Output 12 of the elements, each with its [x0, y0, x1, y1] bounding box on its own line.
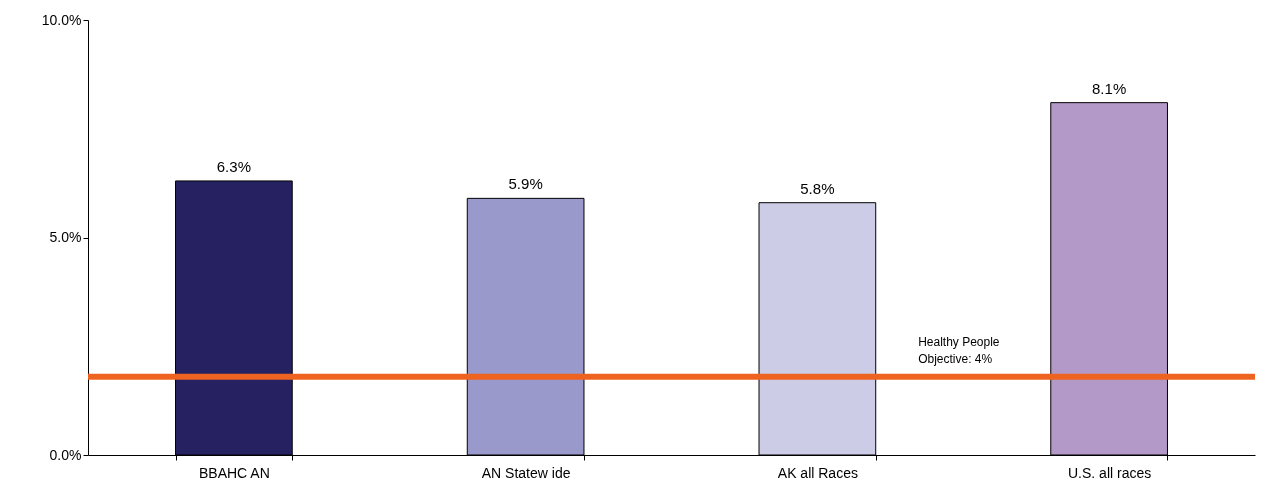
annotation: Healthy People Objective: 4% [918, 334, 1000, 366]
y-tick-label: 10.0% [41, 11, 82, 28]
y-tick-label: 5.0% [49, 229, 82, 245]
data-label: 8.1% [1092, 79, 1127, 97]
x-tick-label: AN Statew ide [481, 464, 571, 481]
data-label: 6.3% [216, 157, 251, 175]
data-label: 5.9% [508, 175, 543, 193]
x-tick-label: U.S. all races [1068, 464, 1152, 481]
x-tick-label: AK all Races [777, 464, 858, 481]
x-tick-label: BBAHC AN [198, 464, 270, 481]
data-label: 5.8% [800, 179, 835, 197]
y-tick-label: 0.0% [49, 446, 82, 463]
